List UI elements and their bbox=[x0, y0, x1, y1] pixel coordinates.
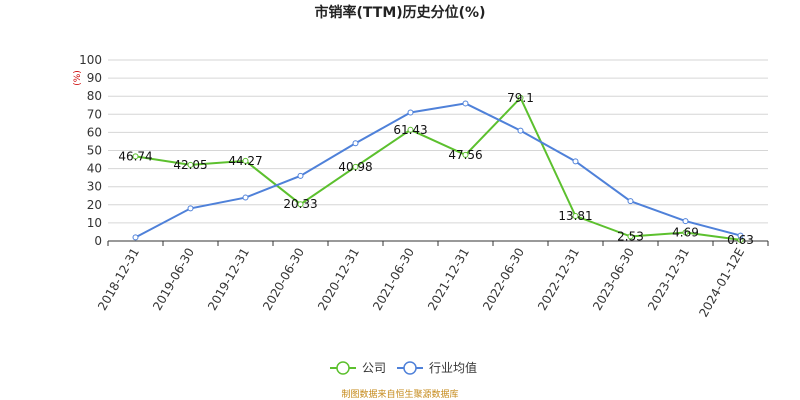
x-tick-label: 2019-06-30 bbox=[150, 246, 197, 313]
data-label: 61.43 bbox=[393, 123, 427, 137]
y-tick-label: 0 bbox=[94, 234, 102, 248]
data-point bbox=[242, 194, 249, 201]
legend-item-label[interactable]: 公司 bbox=[362, 361, 386, 375]
data-label: 47.56 bbox=[448, 148, 482, 162]
data-point bbox=[407, 109, 414, 116]
data-point bbox=[462, 151, 469, 158]
y-tick-label: 70 bbox=[87, 107, 102, 121]
data-point bbox=[352, 140, 359, 147]
legend[interactable]: 公司 行业均值 bbox=[330, 360, 477, 375]
data-point bbox=[297, 172, 304, 179]
x-tick-label: 2024-01-12E bbox=[696, 246, 747, 320]
data-label: 46.74 bbox=[118, 149, 152, 163]
data-point bbox=[407, 126, 414, 133]
y-tick-label: 20 bbox=[87, 198, 102, 212]
legend-marker bbox=[336, 361, 350, 375]
x-tick-label: 2022-06-30 bbox=[480, 246, 527, 313]
data-labels: 46.74 42.05 44.27 20.33 40.98 61.43 47.56 79.1 1… bbox=[118, 91, 754, 247]
data-point bbox=[132, 153, 139, 160]
y-tick-label: 80 bbox=[87, 89, 102, 103]
y-tick-label: 50 bbox=[87, 144, 102, 158]
y-axis: 0 10 20 30 40 50 60 70 80 90 100 bbox=[79, 53, 102, 248]
source-note: 制图数据来自恒生聚源数据库 bbox=[341, 388, 458, 400]
x-tick-label: 2019-12-31 bbox=[205, 246, 252, 313]
data-label: 0.63 bbox=[727, 233, 754, 247]
data-point bbox=[352, 163, 359, 170]
data-label: 40.98 bbox=[338, 160, 372, 174]
data-point bbox=[737, 232, 744, 239]
data-label: 42.05 bbox=[173, 158, 207, 172]
y-tick-label: 60 bbox=[87, 125, 102, 139]
x-tick-label: 2022-12-31 bbox=[535, 246, 582, 313]
x-tick-label: 2020-12-31 bbox=[315, 246, 362, 313]
x-tick-label: 2023-12-31 bbox=[645, 246, 692, 313]
x-tick-label: 2018-12-31 bbox=[95, 246, 142, 313]
data-label: 2.53 bbox=[617, 229, 644, 243]
y-tick-label: 30 bbox=[87, 180, 102, 194]
data-point bbox=[187, 161, 194, 168]
data-point bbox=[517, 127, 524, 134]
data-label: 44.27 bbox=[228, 154, 262, 168]
chart-title: 市销率(TTM)历史分位(%) bbox=[315, 4, 486, 21]
x-axis: 2018-12-31 2019-06-30 2019-12-31 2020-06-30… bbox=[95, 240, 769, 320]
x-tick-label: 2020-06-30 bbox=[260, 246, 307, 313]
x-tick-label: 2021-12-31 bbox=[425, 246, 472, 313]
legend-marker bbox=[403, 361, 417, 375]
data-point bbox=[187, 205, 194, 212]
series-line-1 bbox=[135, 102, 741, 239]
data-point bbox=[627, 198, 634, 205]
y-tick-label: 90 bbox=[87, 71, 102, 85]
data-point bbox=[132, 234, 139, 241]
data-point bbox=[297, 201, 304, 208]
x-tick-label: 2023-06-30 bbox=[590, 246, 637, 313]
series-line-0 bbox=[135, 96, 741, 241]
data-point bbox=[242, 157, 249, 164]
data-point bbox=[682, 229, 689, 236]
grid bbox=[108, 59, 768, 242]
data-point bbox=[517, 94, 524, 101]
data-point bbox=[572, 158, 579, 165]
data-label: 79.1 bbox=[507, 91, 534, 105]
x-tick-label: 2021-06-30 bbox=[370, 246, 417, 313]
data-point bbox=[572, 213, 579, 220]
data-label: 13.81 bbox=[558, 209, 592, 223]
data-point bbox=[627, 233, 634, 240]
series-layer bbox=[132, 94, 744, 243]
y-axis-unit: (%) bbox=[73, 70, 83, 86]
y-tick-label: 10 bbox=[87, 216, 102, 230]
data-point bbox=[462, 100, 469, 107]
data-point bbox=[682, 218, 689, 225]
legend-item-label[interactable]: 行业均值 bbox=[429, 360, 477, 375]
y-tick-label: 100 bbox=[79, 53, 102, 67]
y-tick-label: 40 bbox=[87, 162, 102, 176]
data-label: 4.69 bbox=[672, 226, 699, 240]
data-label: 20.33 bbox=[283, 197, 317, 211]
